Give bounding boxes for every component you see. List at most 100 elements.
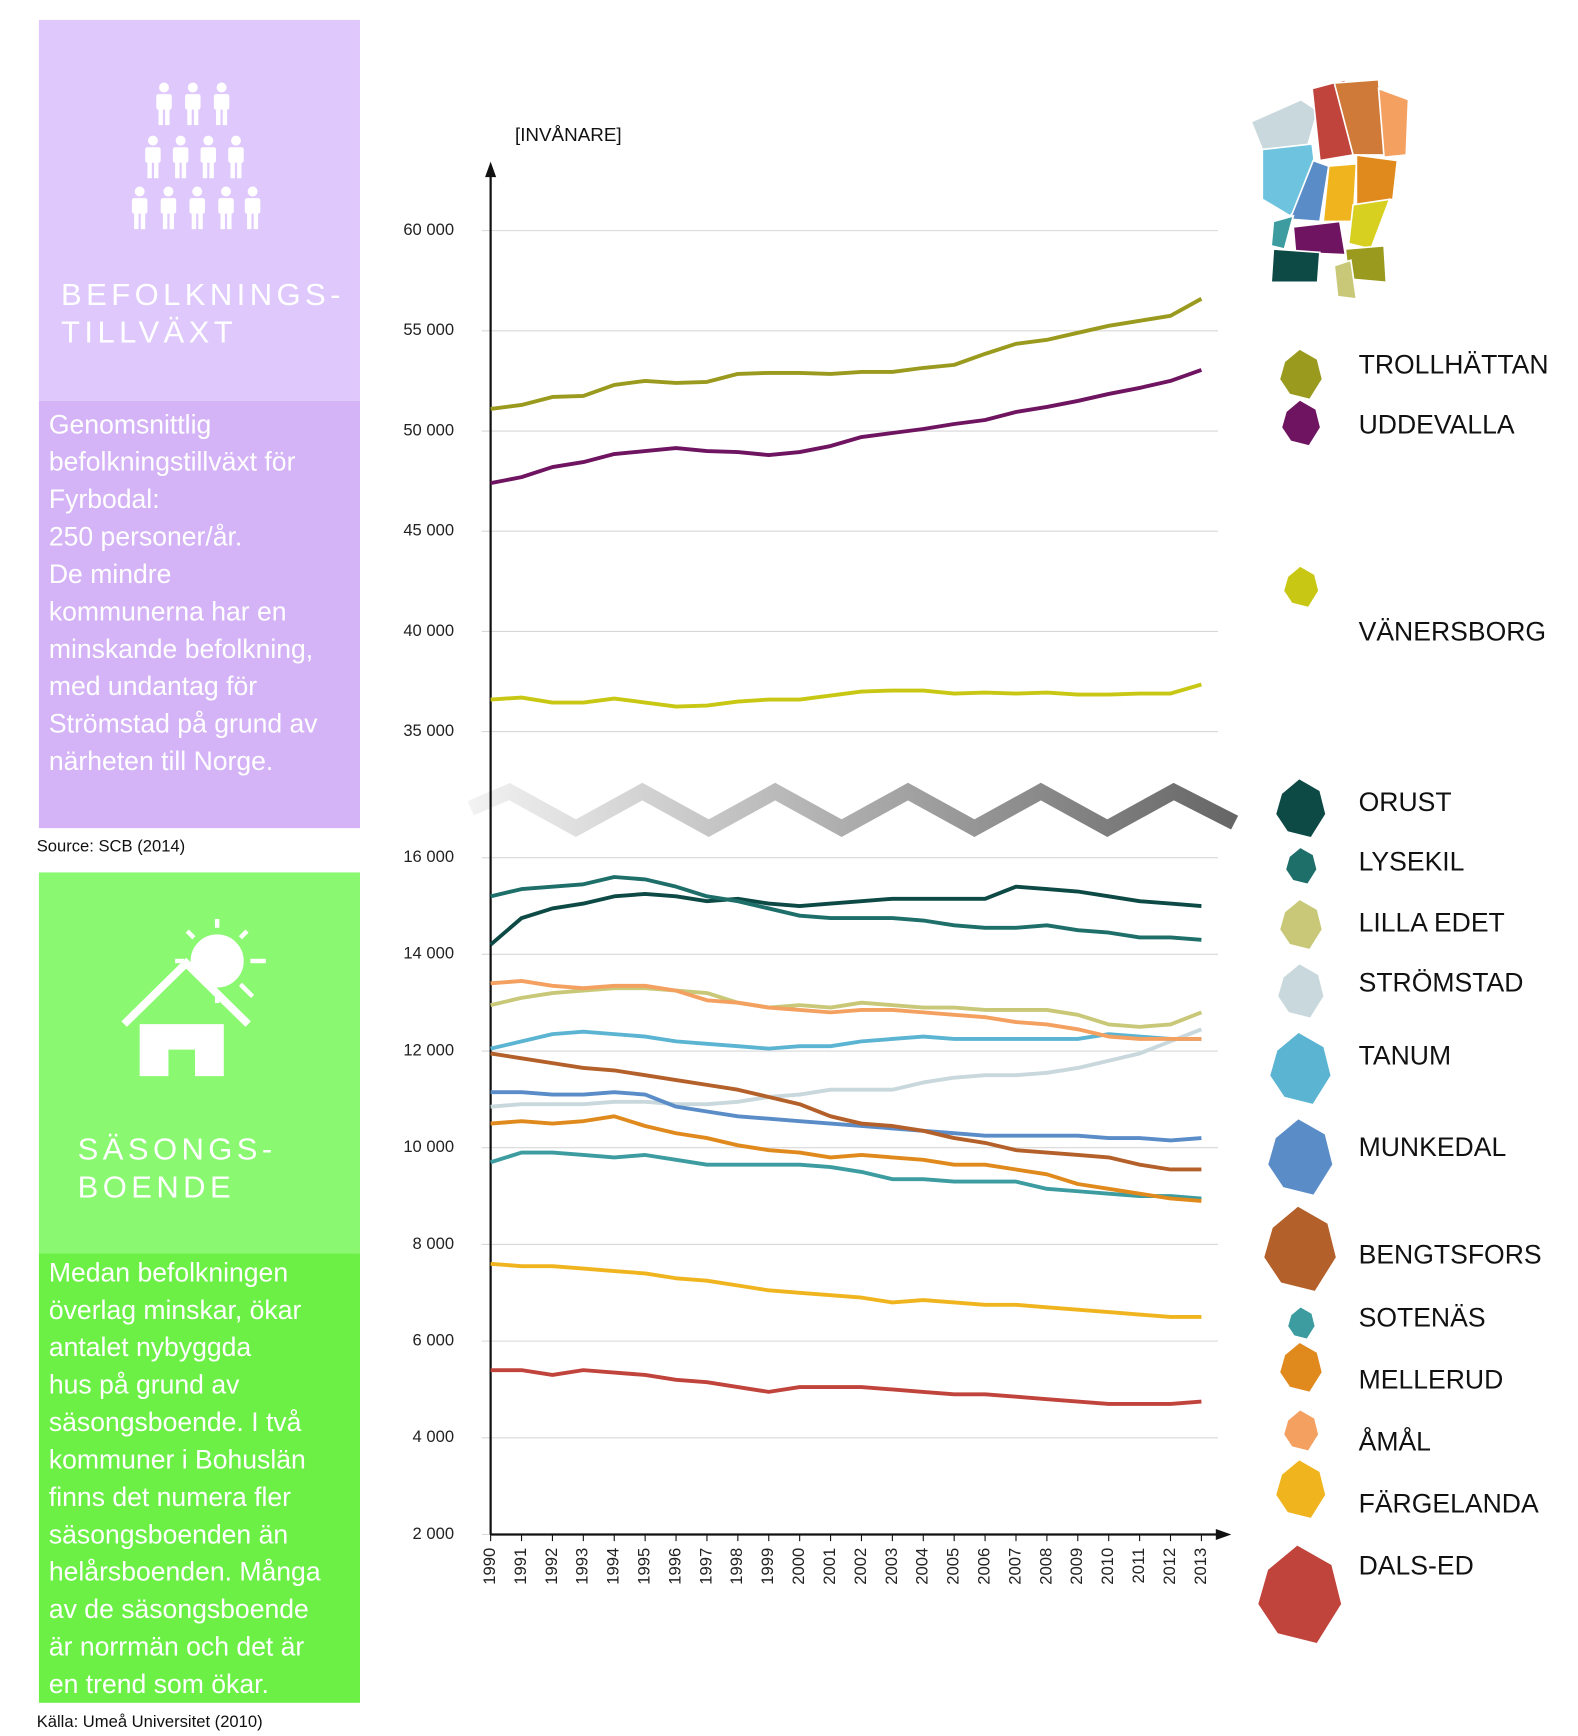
source-note: Source: SCB (2014) <box>37 836 186 855</box>
x-tick-label: 1996 <box>665 1548 684 1585</box>
box-text: befolkningstillväxt för <box>49 447 296 477</box>
x-tick-label: 2000 <box>789 1548 808 1585</box>
legend-icon <box>1276 779 1326 837</box>
series-line <box>489 884 1202 947</box>
y-tick-label: 6 000 <box>413 1331 455 1350</box>
box-text: finns det numera fler <box>49 1482 291 1512</box>
x-tick-label: 1997 <box>696 1548 715 1585</box>
series-line <box>490 1051 1202 1172</box>
legend-label: UDDEVALLA <box>1359 409 1515 439</box>
x-tick-label: 2003 <box>882 1548 901 1585</box>
x-axis-arrow <box>1215 1528 1232 1541</box>
legend-icon <box>1270 1032 1331 1104</box>
y-tick-label: 4 000 <box>413 1427 455 1446</box>
box-text: Strömstad på grund av <box>49 709 318 739</box>
series-line <box>490 1150 1202 1201</box>
x-tick-label: 2011 <box>1129 1548 1148 1584</box>
box-text: säsongsboenden än <box>49 1519 288 1549</box>
y-tick-label: 10 000 <box>403 1137 454 1156</box>
source-note: Källa: Umeå Universitet (2010) <box>37 1712 263 1731</box>
x-tick-label: 1995 <box>635 1548 654 1585</box>
legend-label: STRÖMSTAD <box>1359 967 1524 997</box>
legend-label: TROLLHÄTTAN <box>1359 349 1549 379</box>
box-text: minskande befolkning, <box>49 634 313 664</box>
legend-icon <box>1284 1410 1319 1451</box>
axis-break <box>467 782 1239 837</box>
x-tick-label: 1990 <box>480 1548 499 1585</box>
box-text: säsongsboende. I två <box>49 1407 302 1437</box>
season-text-bg <box>38 1253 360 1703</box>
x-tick-label: 1991 <box>511 1548 530 1585</box>
box-text: kommuner i Bohuslän <box>49 1444 306 1474</box>
legend-icon <box>1276 1460 1326 1518</box>
legend-label: FÄRGELANDA <box>1359 1489 1539 1519</box>
box-text: kommunerna har en <box>49 596 287 626</box>
x-tick-label: 1998 <box>727 1548 746 1585</box>
box-text: närheten till Norge. <box>49 746 273 776</box>
legend-label: VÄNERSBORG <box>1359 616 1546 646</box>
legend-label: LILLA EDET <box>1359 907 1505 937</box>
series-line <box>490 875 1202 942</box>
box-text: av de säsongsboende <box>49 1594 309 1624</box>
legend-label: SOTENÄS <box>1359 1303 1486 1333</box>
legend-icon <box>1280 900 1322 949</box>
y-tick-label: 14 000 <box>403 944 454 963</box>
people-icon <box>1 0 261 230</box>
population-text-bg <box>38 400 360 829</box>
legend-label: ÅMÅL <box>1359 1427 1431 1457</box>
legend-label: MELLERUD <box>1359 1365 1504 1395</box>
x-tick-label: 1999 <box>758 1548 777 1585</box>
legend-icon <box>1258 1545 1342 1643</box>
legend-icon <box>1280 349 1322 399</box>
series-line <box>490 368 1203 486</box>
y-tick-label: 60 000 <box>403 220 454 239</box>
x-tick-label: 2007 <box>1005 1548 1024 1585</box>
legend-icon <box>1268 1119 1333 1195</box>
y-tick-label: 8 000 <box>413 1234 455 1253</box>
x-tick-label: 2001 <box>820 1548 839 1585</box>
legend-icon <box>1280 1342 1322 1392</box>
legend-icon <box>1286 848 1317 884</box>
series-line <box>490 1368 1202 1406</box>
region-map <box>1250 78 1410 300</box>
series-line <box>490 1027 1203 1109</box>
x-tick-label: 2012 <box>1160 1548 1179 1585</box>
box-text: 250 personer/år. <box>49 522 242 552</box>
y-axis-arrow <box>485 161 497 178</box>
x-tick-label: 2006 <box>974 1548 993 1585</box>
x-tick-label: 1994 <box>604 1548 623 1585</box>
y-axis-label: [INVÅNARE] <box>515 124 622 145</box>
legend-icon <box>1288 1307 1315 1339</box>
x-tick-label: 2002 <box>851 1548 870 1585</box>
x-tick-label: 2010 <box>1098 1548 1117 1585</box>
box-heading: SÄSONGS- <box>78 1132 277 1167</box>
legend-icon <box>1282 400 1320 446</box>
legend-label: DALS-ED <box>1359 1551 1474 1581</box>
series-line <box>490 1114 1202 1203</box>
x-tick-label: 2005 <box>944 1548 963 1585</box>
legend-icon <box>1284 566 1319 607</box>
y-tick-label: 2 000 <box>413 1524 455 1543</box>
box-heading: BEFOLKNINGS- <box>61 277 345 312</box>
box-text: en trend som ökar. <box>49 1669 269 1699</box>
box-heading: TILLVÄXT <box>61 315 237 350</box>
series-line <box>490 682 1202 709</box>
box-text: med undantag för <box>49 671 257 701</box>
box-text: överlag minskar, ökar <box>49 1295 302 1325</box>
box-heading: BOENDE <box>78 1169 235 1204</box>
box-text: helårsboenden. Många <box>49 1557 321 1587</box>
box-text: hus på grund av <box>49 1370 240 1400</box>
legend-label: LYSEKIL <box>1359 847 1465 877</box>
box-text: Medan befolkningen <box>49 1257 288 1287</box>
x-tick-label: 2008 <box>1036 1548 1055 1585</box>
box-text: Fyrbodal: <box>49 484 160 514</box>
y-tick-label: 55 000 <box>403 320 454 339</box>
series-line <box>490 986 1203 1029</box>
x-tick-label: 2004 <box>913 1548 932 1585</box>
legend-icon <box>1278 964 1324 1018</box>
y-tick-label: 35 000 <box>403 721 454 740</box>
y-tick-label: 45 000 <box>403 521 454 540</box>
series-line <box>490 979 1202 1041</box>
